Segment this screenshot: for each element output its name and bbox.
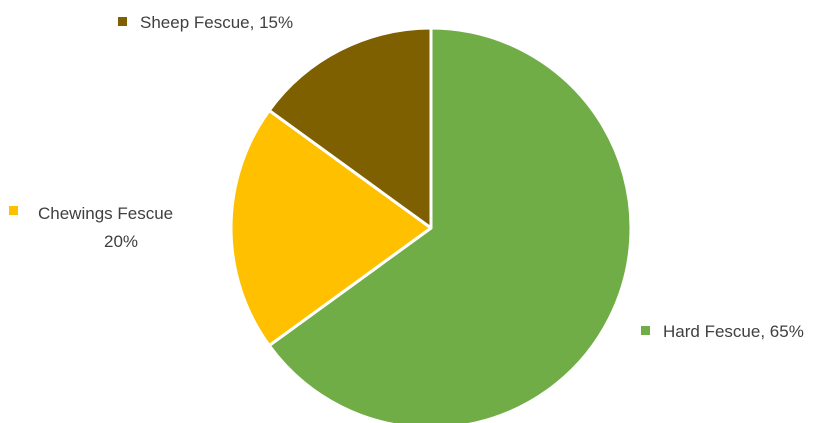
legend-marker-sheep-fescue	[118, 17, 127, 26]
label-chewings-fescue: Chewings Fescue 20%	[9, 204, 173, 251]
slice-value-chewings-fescue: 20%	[104, 232, 138, 251]
pie-slice-hard-fescue	[267, 26, 633, 423]
legend-marker-chewings-fescue	[9, 206, 18, 215]
slice-value-hard-fescue: 65%	[770, 322, 804, 341]
pie-slice-chewings-fescue	[229, 108, 433, 348]
slice-name-sheep-fescue: Sheep Fescue	[140, 13, 250, 32]
pie-slice-sheep-fescue	[267, 26, 433, 230]
slice-name-chewings-fescue: Chewings Fescue	[38, 204, 173, 223]
svg-text:Sheep Fescue, 15%: Sheep Fescue, 15%	[140, 13, 293, 32]
svg-text:Hard Fescue, 65%: Hard Fescue, 65%	[663, 322, 804, 341]
slice-name-hard-fescue: Hard Fescue	[663, 322, 760, 341]
slice-value-sheep-fescue: 15%	[259, 13, 293, 32]
pie-slices	[229, 26, 633, 423]
label-hard-fescue: Hard Fescue, 65%	[641, 322, 804, 341]
label-sheep-fescue: Sheep Fescue, 15%	[118, 13, 293, 32]
legend-marker-hard-fescue	[641, 326, 650, 335]
